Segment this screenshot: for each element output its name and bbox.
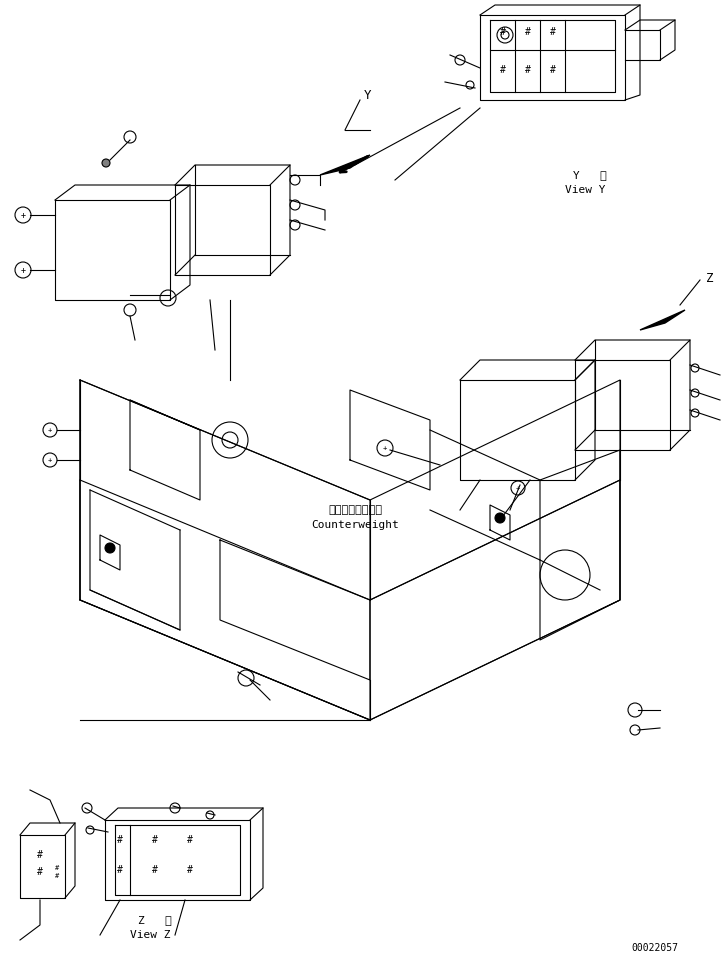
Circle shape <box>102 159 110 167</box>
Text: Y: Y <box>364 88 372 102</box>
Text: #: # <box>550 65 556 75</box>
Text: 00022057: 00022057 <box>631 943 679 953</box>
Text: Z: Z <box>706 271 713 285</box>
Text: #: # <box>500 27 506 37</box>
Text: #: # <box>117 865 123 875</box>
Circle shape <box>495 513 505 523</box>
Text: #: # <box>525 65 531 75</box>
Text: #: # <box>152 835 158 845</box>
Text: +: + <box>48 457 52 463</box>
Circle shape <box>105 543 115 553</box>
Text: +: + <box>20 265 25 275</box>
Text: #: # <box>187 865 193 875</box>
Text: +: + <box>48 427 52 433</box>
Text: Y   視: Y 視 <box>573 170 607 180</box>
Text: View Y: View Y <box>565 185 605 195</box>
Text: Z   視: Z 視 <box>138 915 172 925</box>
Polygon shape <box>640 310 685 330</box>
Text: #: # <box>500 65 506 75</box>
Text: #: # <box>550 27 556 37</box>
Text: +: + <box>20 211 25 219</box>
Text: +: + <box>383 445 387 451</box>
Text: #: # <box>187 835 193 845</box>
Text: #: # <box>37 850 43 860</box>
Text: Counterweight: Counterweight <box>311 520 399 530</box>
Text: カウンタウェイト: カウンタウェイト <box>328 505 382 515</box>
Text: #
#: # # <box>55 865 59 878</box>
Text: +: + <box>516 485 520 491</box>
Text: #: # <box>152 865 158 875</box>
Text: #: # <box>37 867 43 877</box>
Polygon shape <box>320 155 370 175</box>
Text: View Z: View Z <box>130 930 170 940</box>
Text: #: # <box>117 835 123 845</box>
Text: #: # <box>525 27 531 37</box>
